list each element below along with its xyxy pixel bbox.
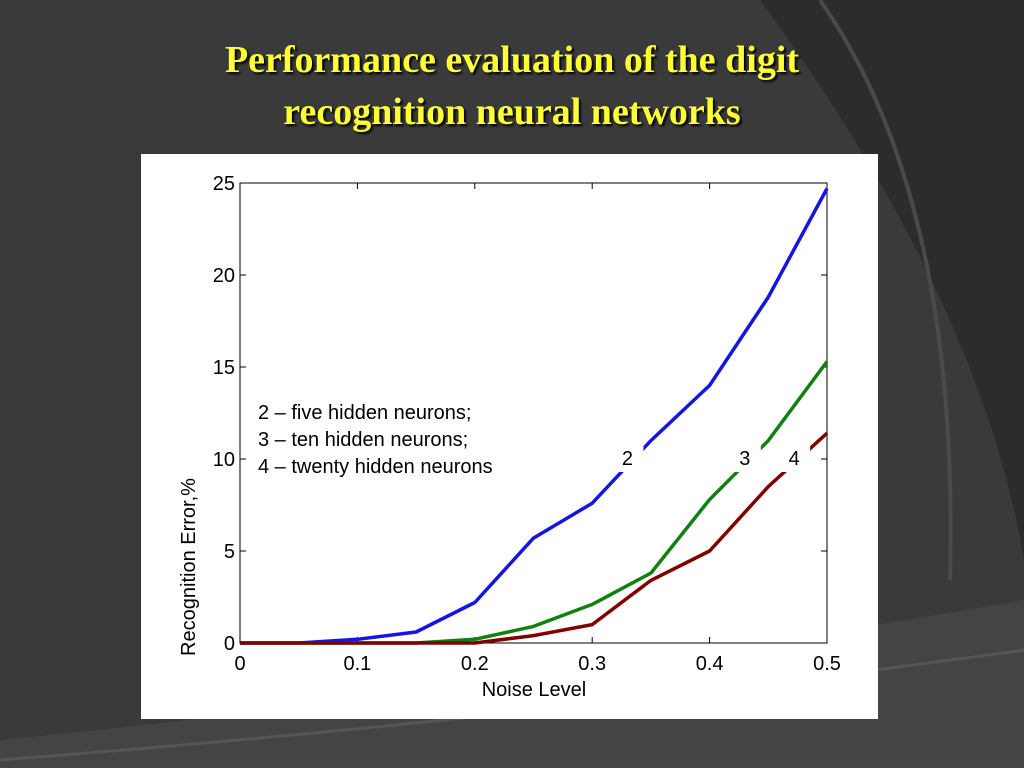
x-tick-label: 0.5 bbox=[813, 653, 841, 675]
curve-label-2-backdrop bbox=[611, 442, 644, 472]
y-tick-label: 25 bbox=[213, 173, 235, 195]
plot-frame bbox=[239, 182, 828, 644]
x-tick-label: 0.1 bbox=[343, 653, 371, 675]
legend-line-1: 2 – five hidden neurons; bbox=[258, 402, 472, 424]
y-tick-label: 0 bbox=[224, 633, 235, 655]
x-tick-label: 0.2 bbox=[461, 653, 489, 675]
legend-text-block: 2 – five hidden neurons; 3 – ten hidden … bbox=[258, 402, 493, 478]
y-axis-title: Recognition Error,% bbox=[178, 478, 200, 656]
slide-title: Performance evaluation of the digit reco… bbox=[0, 34, 1024, 138]
series-2-line bbox=[240, 187, 829, 645]
x-tick-label: 0.3 bbox=[578, 653, 606, 675]
y-tick-label: 15 bbox=[213, 357, 235, 379]
legend-line-2: 3 – ten hidden neurons; bbox=[258, 429, 468, 451]
y-tick-label: 5 bbox=[224, 541, 235, 563]
x-axis-ticks: 0 0.1 0.2 0.3 0.4 0.5 bbox=[234, 183, 841, 675]
x-tick-label: 0 bbox=[234, 653, 245, 675]
series-layer bbox=[240, 187, 829, 645]
curve-label-3-backdrop bbox=[728, 442, 761, 472]
curve-label-4: 4 bbox=[789, 448, 800, 470]
y-tick-label: 20 bbox=[213, 265, 235, 287]
y-axis-ticks: 0 5 10 15 20 25 bbox=[213, 173, 827, 655]
slide-title-line-1: Performance evaluation of the digit bbox=[224, 39, 800, 81]
curve-label-3: 3 bbox=[739, 448, 750, 470]
x-tick-label: 0.4 bbox=[696, 653, 724, 675]
curve-label-2: 2 bbox=[622, 448, 633, 470]
y-tick-label: 10 bbox=[213, 449, 235, 471]
curve-labels: 2 3 4 bbox=[611, 442, 811, 472]
curve-label-4-backdrop bbox=[778, 442, 811, 472]
x-axis-title: Noise Level bbox=[482, 679, 587, 701]
legend-line-3: 4 – twenty hidden neurons bbox=[258, 456, 493, 478]
series-4-line bbox=[240, 431, 829, 645]
plot-area-border bbox=[239, 182, 828, 644]
slide-title-line-2: recognition neural networks bbox=[283, 91, 741, 133]
chart-panel: 0 0.1 0.2 0.3 0.4 0.5 0 5 10 15 20 25 2 – five hid… bbox=[141, 154, 878, 719]
line-chart: 0 0.1 0.2 0.3 0.4 0.5 0 5 10 15 20 25 2 – five hid… bbox=[178, 173, 841, 701]
